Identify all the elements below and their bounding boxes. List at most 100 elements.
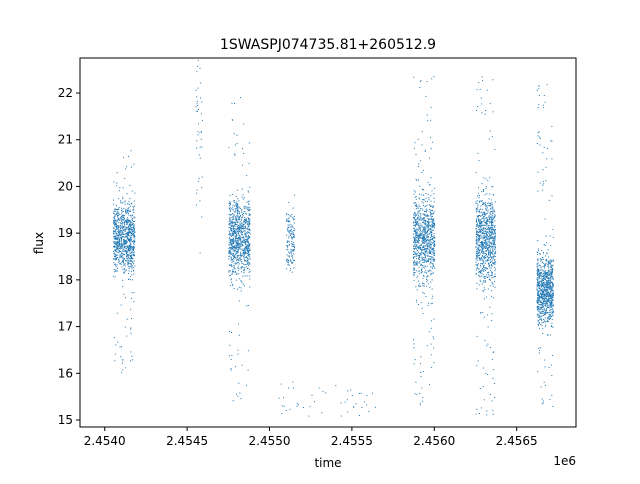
data-point [134,220,135,222]
data-point [482,232,484,234]
data-point [416,244,418,246]
data-point [292,249,294,251]
data-point [127,203,129,205]
data-point [121,242,123,244]
data-point [241,364,243,366]
data-point [237,251,239,253]
data-point [113,217,115,219]
data-point [241,232,242,234]
data-point [287,218,289,220]
data-point [415,258,417,260]
data-point [197,105,199,106]
data-point [124,270,126,272]
data-point [433,225,435,227]
data-point [492,236,493,238]
data-point [417,251,419,253]
data-point [546,289,548,291]
data-point [541,309,543,311]
data-point [431,273,433,274]
data-point [538,85,540,87]
data-point [133,251,135,253]
data-point [125,259,127,261]
y-tick-label: 15 [58,413,73,427]
data-point [129,249,131,251]
data-point [113,231,115,233]
data-point [232,238,234,240]
data-point [490,229,492,231]
data-point [492,283,494,285]
data-point [228,271,230,273]
data-point [237,240,239,242]
data-point [488,241,490,243]
data-point [242,253,244,255]
data-point [486,221,488,222]
data-point [325,392,327,394]
data-point [417,229,419,231]
data-point [243,123,245,125]
data-point [487,234,489,236]
data-point [546,299,548,301]
data-point [476,243,478,245]
data-point [426,261,428,262]
data-point [309,406,311,408]
data-point [247,261,249,263]
data-point [234,239,236,241]
data-point [494,240,495,242]
data-point [233,230,234,232]
data-point [422,226,424,228]
data-point [419,81,421,83]
data-point [482,276,484,278]
data-point [481,233,483,235]
data-point [249,214,251,216]
data-point [434,259,435,261]
data-point [122,198,124,200]
data-point [134,265,136,267]
data-point [121,244,123,246]
data-point [131,265,133,267]
data-point [551,281,553,283]
data-point [480,312,482,314]
data-point [119,232,121,234]
data-point [113,228,115,229]
data-point [483,252,485,254]
data-point [131,226,133,228]
data-point [430,241,432,243]
data-point [485,260,487,262]
data-point [479,229,481,231]
data-point [493,243,495,244]
data-point [541,304,543,306]
data-point [431,253,433,255]
data-point [238,382,240,384]
data-point [419,235,421,237]
data-point [543,271,545,273]
data-point [123,250,125,252]
data-point [321,412,323,414]
data-point [291,241,293,242]
data-point [481,213,483,215]
data-point [490,259,491,261]
data-point [537,292,539,294]
data-point [413,259,415,261]
data-point [537,298,539,300]
data-point [537,297,539,299]
data-point [230,232,232,234]
data-point [413,225,415,227]
data-point [240,228,242,230]
data-point [430,204,432,206]
data-point [552,310,554,312]
data-point [428,221,430,223]
data-point [244,285,245,287]
data-point [489,253,491,255]
data-point [413,267,415,269]
data-point [422,266,424,268]
data-point [537,309,539,311]
data-point [424,231,426,233]
data-point [131,224,133,226]
data-point [542,315,544,316]
data-point [429,239,431,241]
data-point [544,298,546,300]
data-point [122,358,124,360]
data-point [432,207,434,208]
data-point [552,260,554,262]
data-point [488,202,490,204]
